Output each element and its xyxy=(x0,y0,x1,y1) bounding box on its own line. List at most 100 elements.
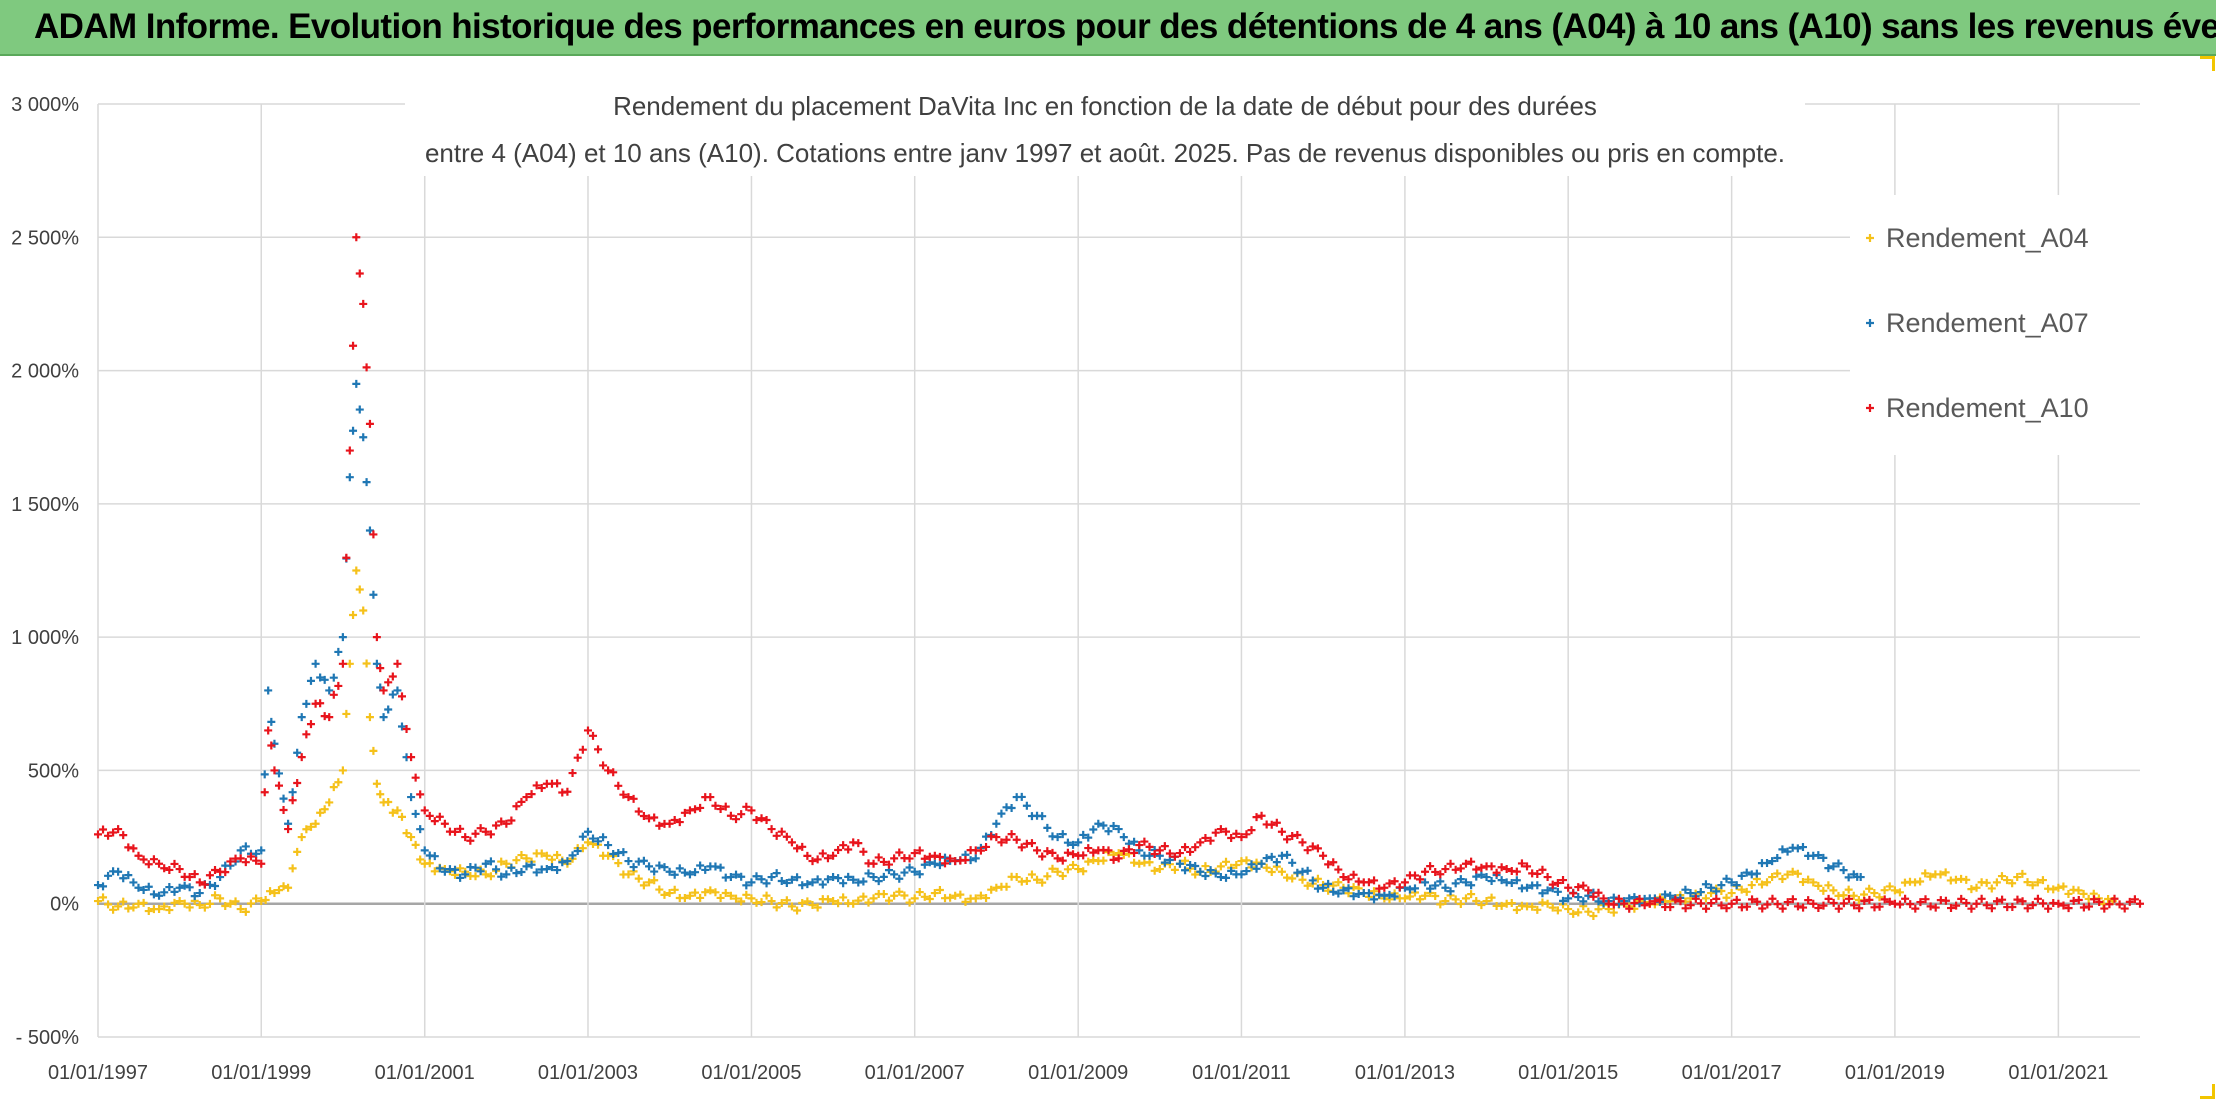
data-point xyxy=(1007,830,1016,839)
data-point xyxy=(599,761,608,770)
data-point xyxy=(1497,901,1506,910)
data-point xyxy=(274,886,283,895)
data-point xyxy=(226,899,235,908)
data-point xyxy=(2074,886,2083,895)
data-point xyxy=(266,887,275,896)
data-point xyxy=(1819,853,1828,862)
data-point xyxy=(325,713,334,722)
data-point xyxy=(402,725,411,734)
data-point xyxy=(1849,891,1858,900)
data-point xyxy=(316,808,325,817)
data-point xyxy=(1094,819,1103,828)
data-point xyxy=(895,848,904,857)
data-point xyxy=(1349,870,1358,879)
data-point xyxy=(246,852,255,861)
data-point xyxy=(1191,870,1200,879)
data-point xyxy=(2120,904,2129,913)
y-tick-label: 0% xyxy=(50,894,79,916)
frame-corner xyxy=(2200,56,2215,71)
data-point xyxy=(716,863,725,872)
data-point xyxy=(1242,830,1251,839)
data-point xyxy=(1109,855,1118,864)
data-point xyxy=(1058,856,1067,865)
data-point xyxy=(221,902,230,911)
data-point xyxy=(1824,881,1833,890)
data-point xyxy=(165,883,174,892)
data-point xyxy=(1916,898,1925,907)
data-point xyxy=(2100,904,2109,913)
data-point xyxy=(155,859,164,868)
data-point xyxy=(823,895,832,904)
data-point xyxy=(261,895,270,904)
data-point xyxy=(1860,897,1869,906)
data-point xyxy=(961,856,970,865)
x-tick-label: 01/01/2003 xyxy=(538,1062,638,1084)
data-point xyxy=(808,857,817,866)
data-point xyxy=(1553,906,1562,915)
data-point xyxy=(583,838,592,847)
data-point xyxy=(492,865,501,874)
data-point xyxy=(1788,867,1797,876)
data-point xyxy=(1012,873,1021,882)
data-point xyxy=(864,869,873,878)
data-point xyxy=(393,806,402,815)
data-point xyxy=(639,812,648,821)
data-point xyxy=(456,864,465,873)
data-point xyxy=(1334,878,1343,887)
data-point xyxy=(1809,878,1818,887)
data-point xyxy=(2028,881,2037,890)
data-point xyxy=(1170,852,1179,861)
data-point xyxy=(376,790,385,799)
data-point xyxy=(1768,873,1777,882)
data-point xyxy=(1053,867,1062,876)
data-point xyxy=(1517,859,1526,868)
data-point xyxy=(497,872,506,881)
data-point xyxy=(352,566,361,575)
data-point xyxy=(976,891,985,900)
data-point xyxy=(1436,877,1445,886)
x-axis-ticks: 01/01/1997 01/01/1999 01/01/2001 01/01/2003… xyxy=(48,1062,2108,1084)
data-point xyxy=(497,857,506,866)
data-point xyxy=(594,837,603,846)
data-point xyxy=(129,903,138,912)
data-point xyxy=(486,872,495,881)
data-point xyxy=(2059,882,2068,891)
data-point xyxy=(547,855,556,864)
data-point xyxy=(94,897,102,906)
y-tick-label: 500% xyxy=(28,760,79,782)
data-point xyxy=(1053,833,1062,842)
data-point xyxy=(99,882,108,891)
data-point xyxy=(946,854,955,863)
data-point xyxy=(1875,893,1884,902)
data-point xyxy=(1308,842,1317,851)
data-point xyxy=(388,690,397,699)
data-point xyxy=(1456,864,1465,873)
data-point xyxy=(992,819,1001,828)
data-point xyxy=(1640,901,1649,910)
data-point xyxy=(1732,881,1741,890)
data-point xyxy=(211,891,220,900)
data-point xyxy=(306,676,315,685)
data-point xyxy=(645,878,654,887)
data-point xyxy=(1574,908,1583,917)
data-point xyxy=(114,825,123,834)
data-point xyxy=(1252,813,1261,822)
data-point xyxy=(1538,898,1547,907)
data-point xyxy=(185,903,194,912)
data-point xyxy=(1405,892,1414,901)
data-point xyxy=(226,857,235,866)
data-point xyxy=(349,341,358,350)
data-point xyxy=(1038,878,1047,887)
data-point xyxy=(742,802,751,811)
data-point xyxy=(665,867,674,876)
data-point xyxy=(2044,904,2053,913)
data-point xyxy=(264,686,273,695)
data-point xyxy=(1461,894,1470,903)
data-point xyxy=(772,903,781,912)
data-point xyxy=(935,852,944,861)
chart-series xyxy=(94,233,2144,921)
data-point xyxy=(818,849,827,858)
data-point xyxy=(1472,872,1481,881)
data-point xyxy=(200,880,209,889)
data-point xyxy=(803,851,812,860)
